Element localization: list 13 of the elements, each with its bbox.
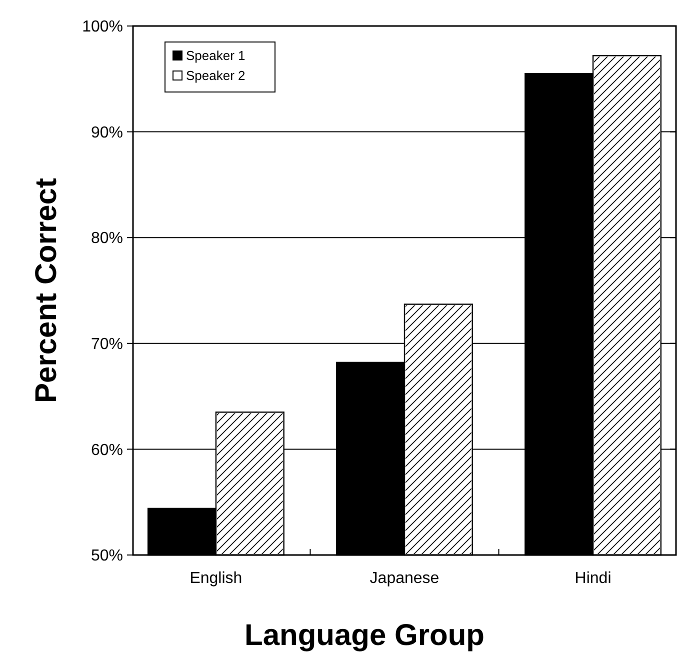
y-tick-label: 70% (90, 336, 123, 353)
y-tick-label: 50% (90, 548, 123, 565)
x-axis-title: Language Group (244, 619, 484, 652)
y-tick-label: 100% (82, 18, 123, 36)
legend-label: Speaker 1 (186, 48, 246, 63)
x-tick-label: English (190, 570, 242, 587)
legend-label: Speaker 2 (186, 68, 246, 83)
y-axis-title: Percent Correct (30, 178, 63, 404)
x-tick-label: Japanese (370, 570, 440, 587)
y-tick-label: 80% (90, 230, 123, 248)
y-tick-label: 90% (90, 124, 123, 142)
y-tick-label: 60% (90, 442, 123, 459)
x-tick-label: Hindi (574, 570, 612, 587)
